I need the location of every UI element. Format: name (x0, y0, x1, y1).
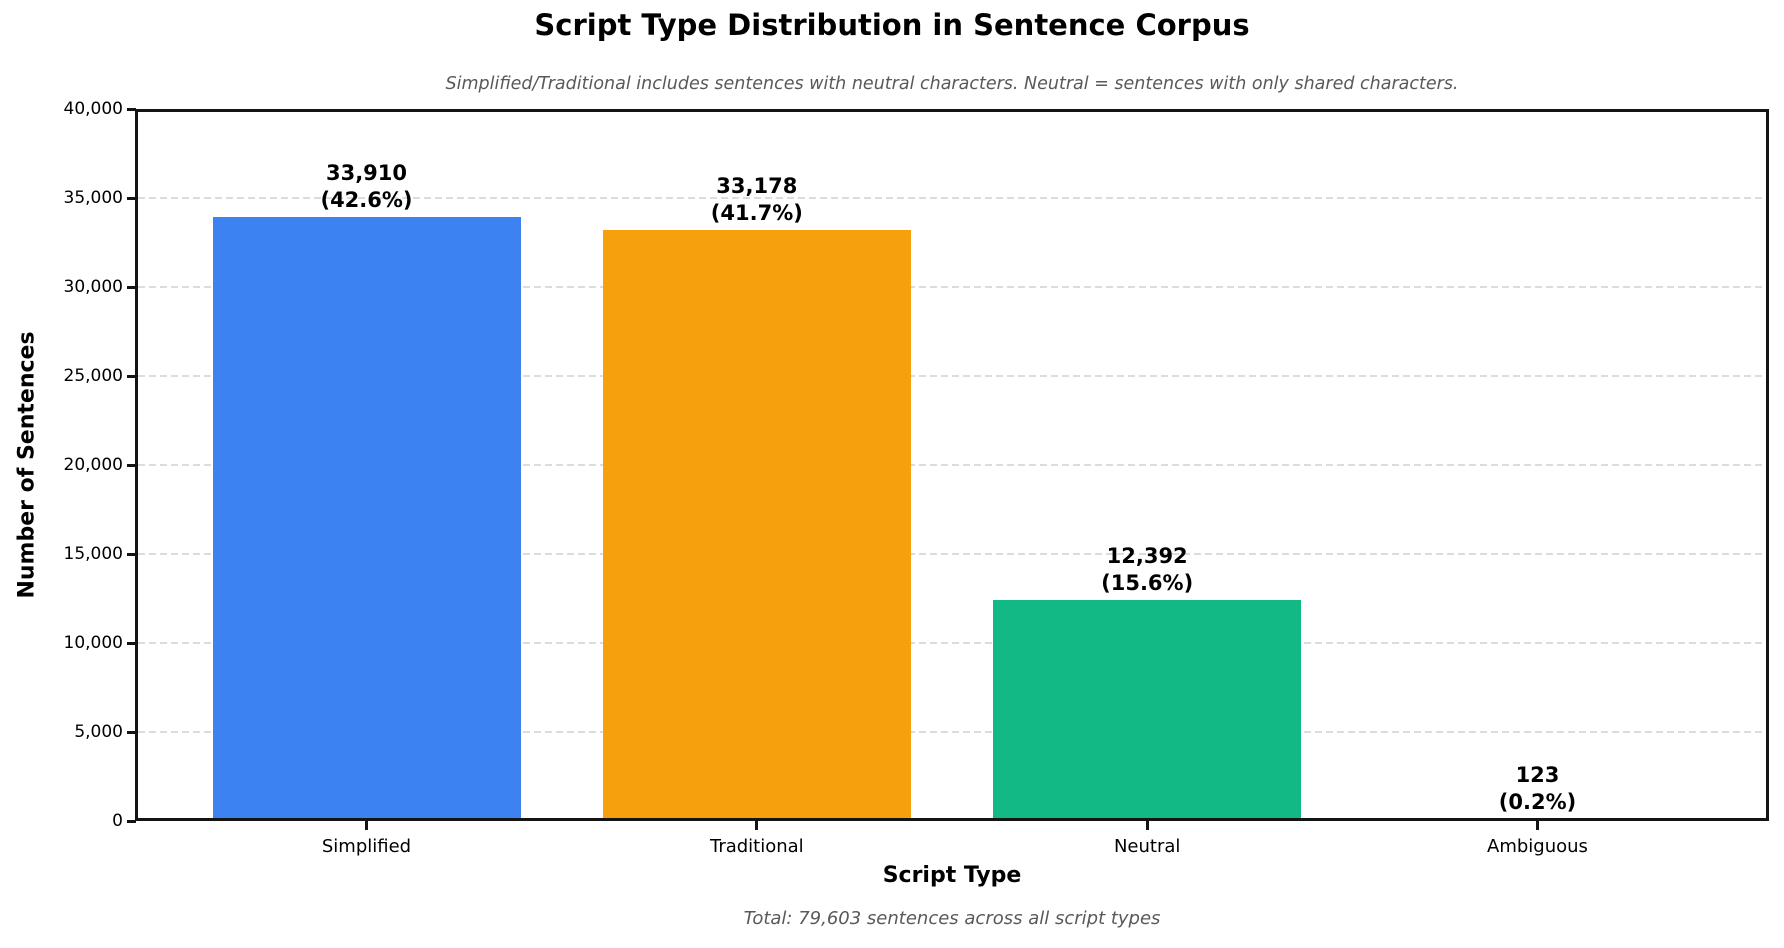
gridline-35000 (138, 197, 1766, 199)
y-tick-label: 15,000 (63, 544, 123, 564)
top-spine (135, 109, 1769, 112)
y-tick-label: 5,000 (74, 722, 123, 742)
bar-label-traditional: 33,178 (41.7%) (710, 174, 803, 226)
y-tick-mark (127, 552, 136, 556)
x-tick-label-simplified: Simplified (321, 836, 412, 857)
x-tick-mark (755, 821, 759, 830)
bar-label-ambiguous: 123 (0.2%) (1498, 762, 1577, 814)
gridline-25000 (138, 375, 1766, 377)
chart-footnote: Total: 79,603 sentences across all scrip… (743, 908, 1161, 929)
bottom-spine (135, 818, 1769, 821)
y-tick-mark (127, 107, 136, 111)
y-tick-label: 25,000 (63, 366, 123, 386)
x-tick-label-traditional: Traditional (709, 836, 804, 857)
chart-title: Script Type Distribution in Sentence Cor… (534, 8, 1250, 42)
x-tick-mark (365, 821, 368, 830)
bar-label-neutral: 12,392 (15.6%) (1101, 544, 1194, 596)
x-tick-mark (1535, 821, 1539, 830)
y-tick-label: 30,000 (63, 277, 123, 297)
bar-neutral (993, 600, 1302, 821)
x-tick-mark (1145, 821, 1149, 830)
y-tick-label: 35,000 (63, 188, 123, 208)
y-tick-mark (127, 730, 136, 734)
x-tick-label-ambiguous: Ambiguous (1487, 836, 1588, 857)
y-tick-mark (127, 285, 136, 289)
y-tick-mark (127, 196, 136, 200)
gridline-20000 (138, 464, 1766, 466)
y-tick-label: 0 (112, 811, 123, 831)
left-spine (135, 109, 138, 821)
y-tick-label: 40,000 (63, 99, 123, 119)
y-tick-label: 20,000 (63, 455, 123, 475)
gridline-15000 (138, 553, 1766, 555)
chart-subtitle: Simplified/Traditional includes sentence… (445, 74, 1459, 94)
y-tick-mark (127, 374, 136, 378)
gridline-5000 (138, 731, 1766, 733)
y-tick-label: 10,000 (63, 633, 123, 653)
gridline-30000 (138, 286, 1766, 288)
y-tick-mark (127, 819, 136, 823)
x-axis-label: Script Type (882, 863, 1022, 888)
plot-area: 0 5,000 10,000 15,000 20,000 25,000 30,000 35,0… (64, 99, 1769, 857)
x-tick-label-neutral: Neutral (1113, 836, 1181, 857)
right-spine (1766, 109, 1769, 821)
y-tick-mark (127, 463, 136, 467)
gridline-10000 (138, 642, 1766, 644)
bar-label-simplified: 33,910 (42.6%) (320, 161, 413, 213)
bar-traditional (602, 230, 911, 821)
bar-simplified (212, 217, 521, 821)
y-tick-mark (127, 641, 136, 645)
